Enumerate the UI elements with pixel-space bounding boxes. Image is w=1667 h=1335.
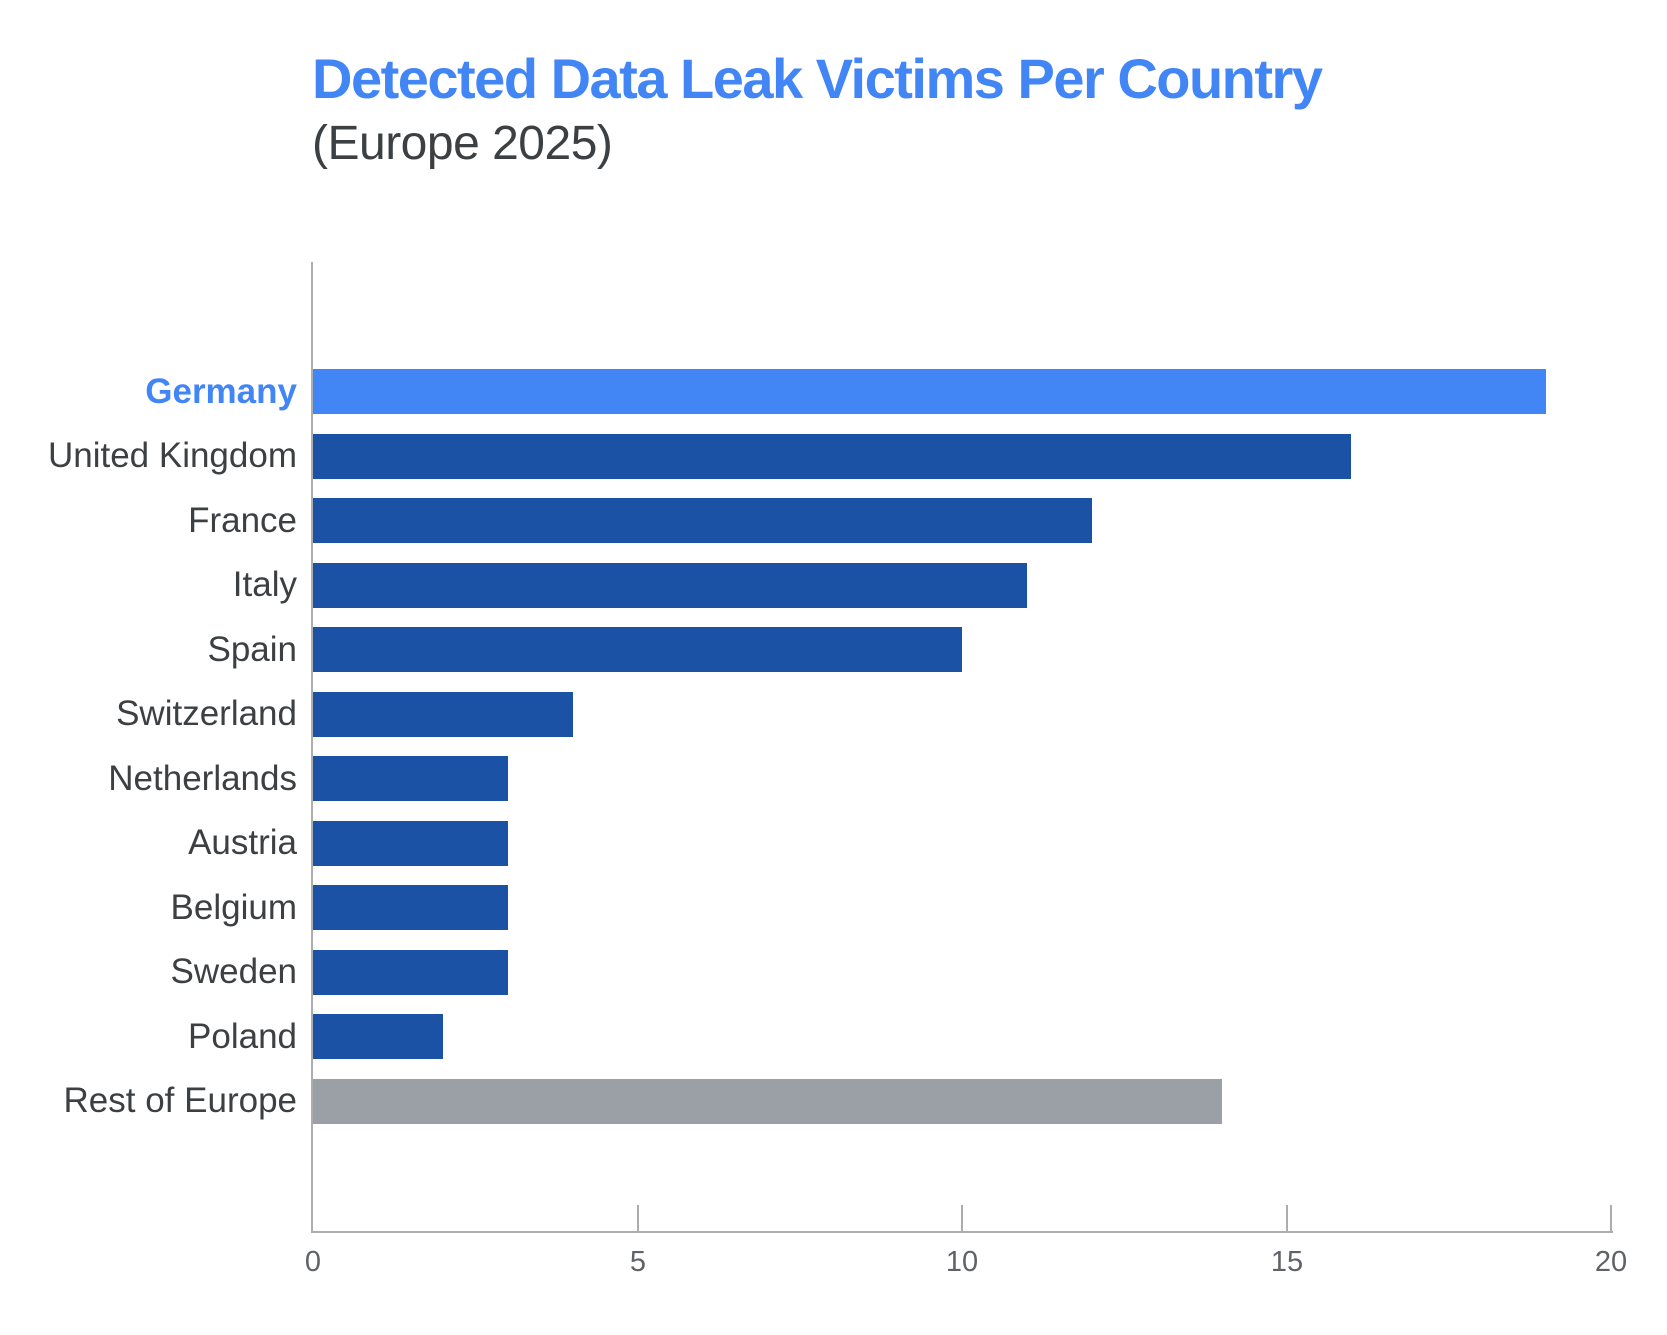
chart-subtitle: (Europe 2025): [312, 117, 613, 170]
bar-germany: [313, 369, 1546, 414]
bar-belgium: [313, 885, 508, 930]
bar-sweden: [313, 950, 508, 995]
category-label-united-kingdom: United Kingdom: [47, 436, 297, 475]
x-axis-line: [311, 1231, 1613, 1233]
bar-united-kingdom: [313, 434, 1351, 479]
category-label-germany: Germany: [145, 372, 297, 411]
category-label-switzerland: Switzerland: [116, 694, 297, 733]
category-label-netherlands: Netherlands: [108, 759, 297, 798]
category-label-belgium: Belgium: [170, 888, 297, 927]
x-tick-label-10: 10: [945, 1246, 979, 1278]
bar-france: [313, 498, 1092, 543]
x-tick-label-15: 15: [1270, 1246, 1304, 1278]
category-label-italy: Italy: [232, 565, 297, 604]
x-tick-label-20: 20: [1594, 1246, 1628, 1278]
category-label-poland: Poland: [188, 1017, 297, 1056]
x-tick-label-0: 0: [304, 1246, 322, 1278]
x-tick-10: [961, 1205, 963, 1231]
x-tick-20: [1610, 1205, 1612, 1231]
category-label-sweden: Sweden: [170, 952, 297, 991]
bar-switzerland: [313, 692, 573, 737]
bar-italy: [313, 563, 1027, 608]
bar-austria: [313, 821, 508, 866]
category-label-austria: Austria: [188, 823, 297, 862]
category-label-rest-of-europe: Rest of Europe: [63, 1081, 297, 1120]
x-tick-label-5: 5: [629, 1246, 647, 1278]
category-label-spain: Spain: [207, 630, 297, 669]
chart-title: Detected Data Leak Victims Per Country: [312, 47, 1323, 110]
y-axis-line: [311, 262, 313, 1233]
bar-rest-of-europe: [313, 1079, 1222, 1124]
bar-spain: [313, 627, 962, 672]
bar-poland: [313, 1014, 443, 1059]
x-tick-5: [637, 1205, 639, 1231]
x-tick-15: [1286, 1205, 1288, 1231]
bar-netherlands: [313, 756, 508, 801]
category-label-france: France: [188, 501, 297, 540]
